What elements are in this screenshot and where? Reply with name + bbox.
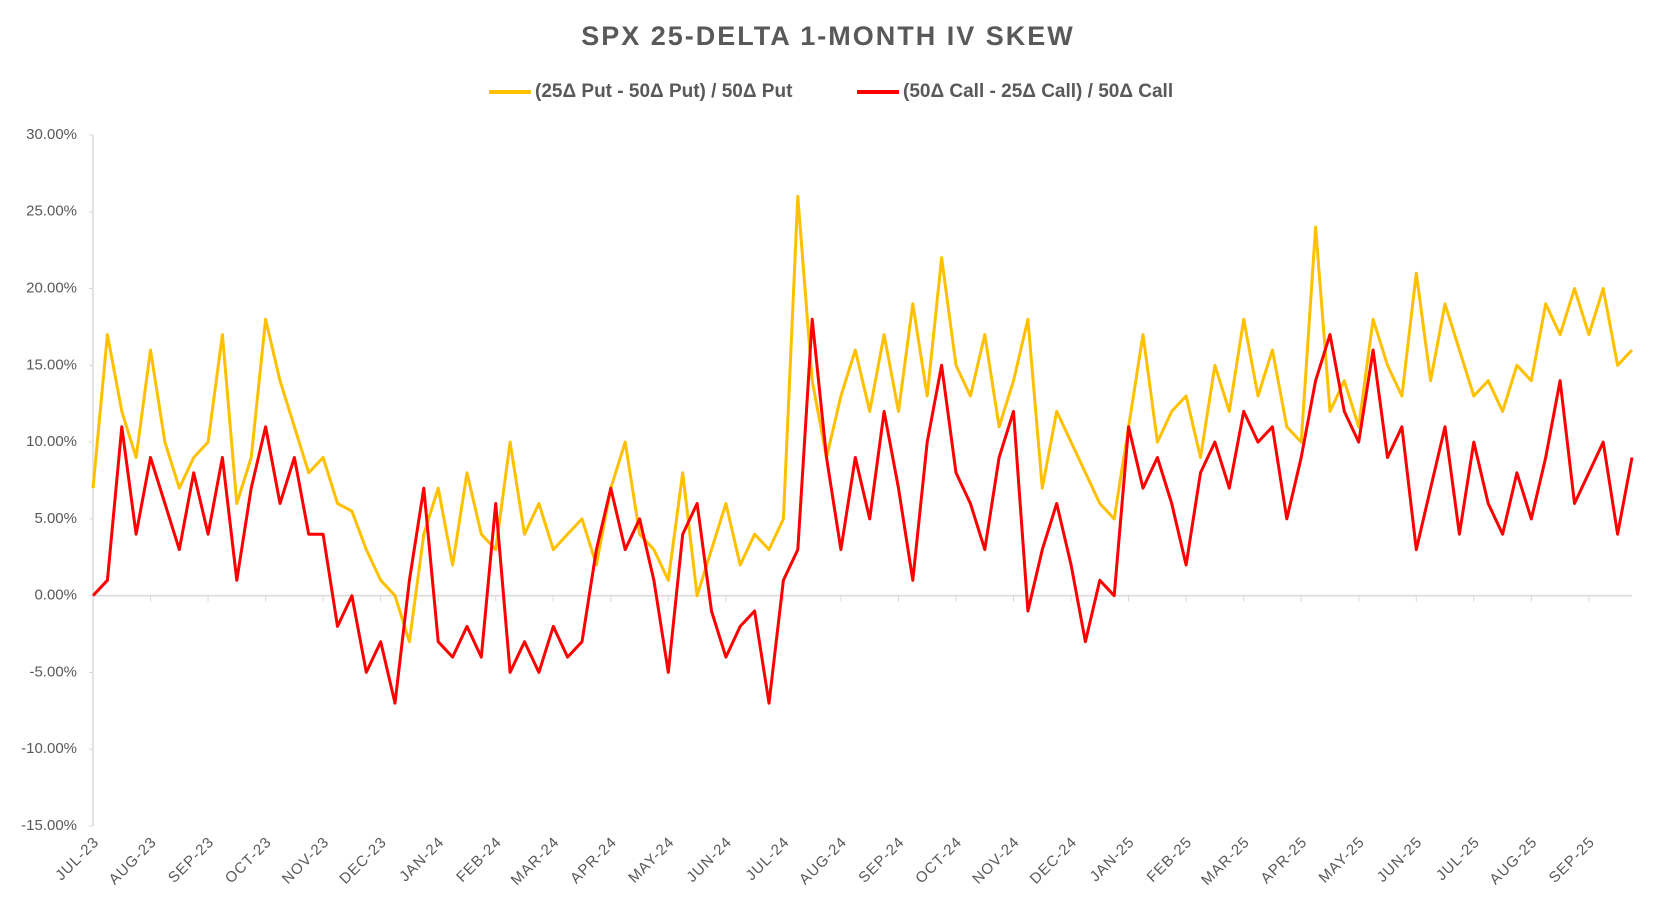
y-tick-label: 10.00% <box>26 433 77 450</box>
y-tick-label: -10.00% <box>21 740 77 757</box>
y-tick-label: 15.00% <box>26 356 77 373</box>
x-tick-label: FEB-25 <box>1144 834 1196 886</box>
x-tick-label: SEP-25 <box>1546 834 1599 887</box>
y-tick-label: -15.00% <box>21 817 77 834</box>
legend-label: (50Δ Call - 25Δ Call) / 50Δ Call <box>903 81 1173 102</box>
x-tick-label: JAN-24 <box>396 834 448 886</box>
chart-title: SPX 25-DELTA 1-MONTH IV SKEW <box>581 21 1075 51</box>
y-tick-label: 20.00% <box>26 280 77 297</box>
x-tick-label: JAN-25 <box>1087 834 1139 886</box>
y-tick-label: -5.00% <box>29 663 77 680</box>
x-tick-label: APR-25 <box>1257 834 1310 887</box>
series-line <box>91 317 1634 705</box>
x-tick-label: JUN-25 <box>1374 834 1426 886</box>
y-tick-label: 30.00% <box>26 126 77 143</box>
x-tick-label: APR-24 <box>567 834 620 887</box>
x-tick-label: MAY-25 <box>1316 834 1369 887</box>
x-tick-label: SEP-24 <box>855 834 908 887</box>
x-tick-label: AUG-25 <box>1486 834 1541 889</box>
x-tick-label: MAR-25 <box>1198 834 1253 889</box>
x-tick-label: OCT-24 <box>912 834 965 887</box>
x-tick-label: NOV-24 <box>969 834 1023 888</box>
x-tick-label: JUN-24 <box>683 834 735 886</box>
y-tick-label: 25.00% <box>26 203 77 220</box>
x-tick-label: FEB-24 <box>453 834 505 886</box>
x-tick-label: NOV-23 <box>279 834 333 888</box>
legend-label: (25Δ Put - 50Δ Put) / 50Δ Put <box>535 81 793 102</box>
series-line <box>91 194 1634 644</box>
x-tick-label: MAR-24 <box>508 834 563 889</box>
y-tick-label: 0.00% <box>34 587 77 604</box>
y-tick-label: 5.00% <box>34 510 77 527</box>
x-tick-label: JUL-24 <box>743 834 793 884</box>
x-tick-label: SEP-23 <box>165 834 218 887</box>
x-tick-label: DEC-24 <box>1027 834 1081 888</box>
x-tick-label: DEC-23 <box>336 834 390 888</box>
x-tick-label: AUG-23 <box>106 834 161 889</box>
x-tick-label: JUL-25 <box>1433 834 1483 884</box>
x-tick-label: JUL-23 <box>52 834 102 884</box>
x-tick-label: AUG-24 <box>796 834 851 889</box>
x-tick-label: MAY-24 <box>625 834 678 887</box>
x-tick-label: OCT-23 <box>222 834 275 887</box>
